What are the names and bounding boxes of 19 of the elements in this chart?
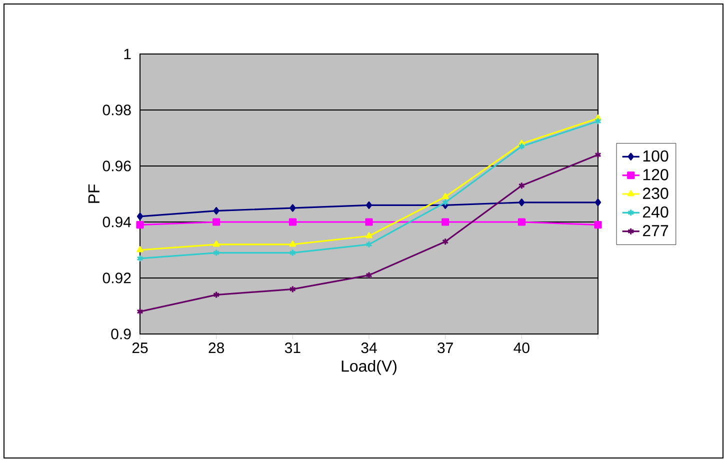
y-tick-label: 0.9 [111,328,131,340]
x-tick-label: 40 [514,342,530,354]
legend-label: 100 [643,150,668,162]
x-tick-label: 28 [208,342,224,354]
y-tick-label: 0.94 [102,216,132,228]
x-tick-label: 37 [438,342,453,354]
y-axis-title: PF [88,184,100,203]
legend-label: 277 [642,225,668,236]
y-tick-label: 0.96 [102,160,131,172]
legend-label: 240 [642,206,668,218]
x-tick-label: 34 [361,342,377,354]
legend-label: 230 [642,188,668,199]
y-tick-label: 0.98 [102,104,131,116]
y-tick-label: 1 [124,48,131,60]
legend-label: 120 [643,168,668,180]
x-axis-title: Load(V) [342,360,396,375]
x-tick-label: 31 [284,342,300,354]
x-tick-label: 25 [132,342,148,354]
y-tick-label: 0.92 [102,272,131,284]
